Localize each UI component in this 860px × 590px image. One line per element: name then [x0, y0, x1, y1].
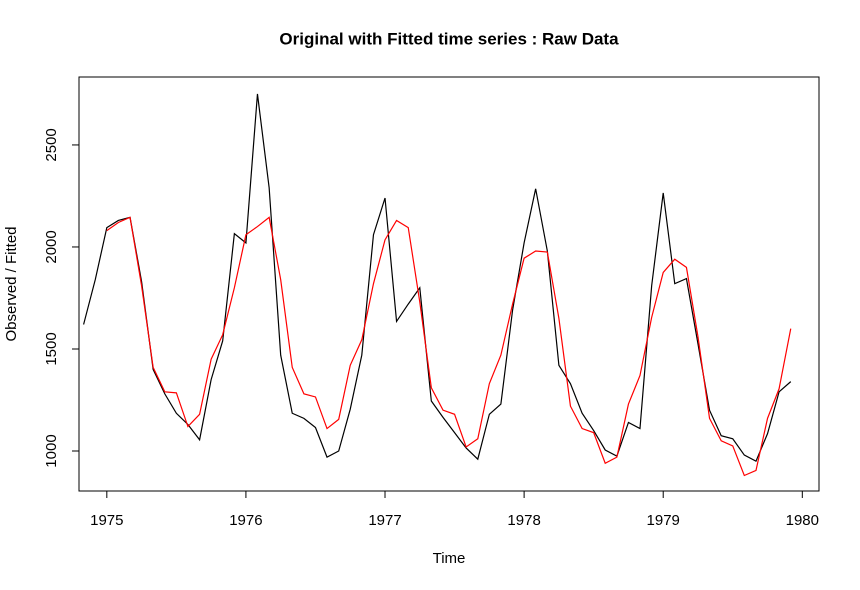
- y-axis-label: Observed / Fitted: [3, 226, 20, 341]
- x-axis-label: Time: [433, 550, 466, 567]
- x-tick-label: 1979: [647, 512, 680, 529]
- y-tick-label: 2000: [43, 230, 60, 263]
- series-line: [83, 93, 792, 463]
- x-tick-label: 1978: [507, 512, 540, 529]
- x-tick-label: 1976: [229, 512, 262, 529]
- x-tick-label: 1977: [368, 512, 401, 529]
- plot-frame: [78, 76, 820, 492]
- series-line: [106, 216, 792, 477]
- y-tick-label: 1500: [43, 332, 60, 365]
- y-tick-label: 2500: [43, 128, 60, 161]
- y-tick-label: 1000: [43, 434, 60, 467]
- x-tick-label: 1980: [786, 512, 819, 529]
- x-tick-label: 1975: [90, 512, 123, 529]
- chart-title: Original with Fitted time series : Raw D…: [279, 29, 619, 48]
